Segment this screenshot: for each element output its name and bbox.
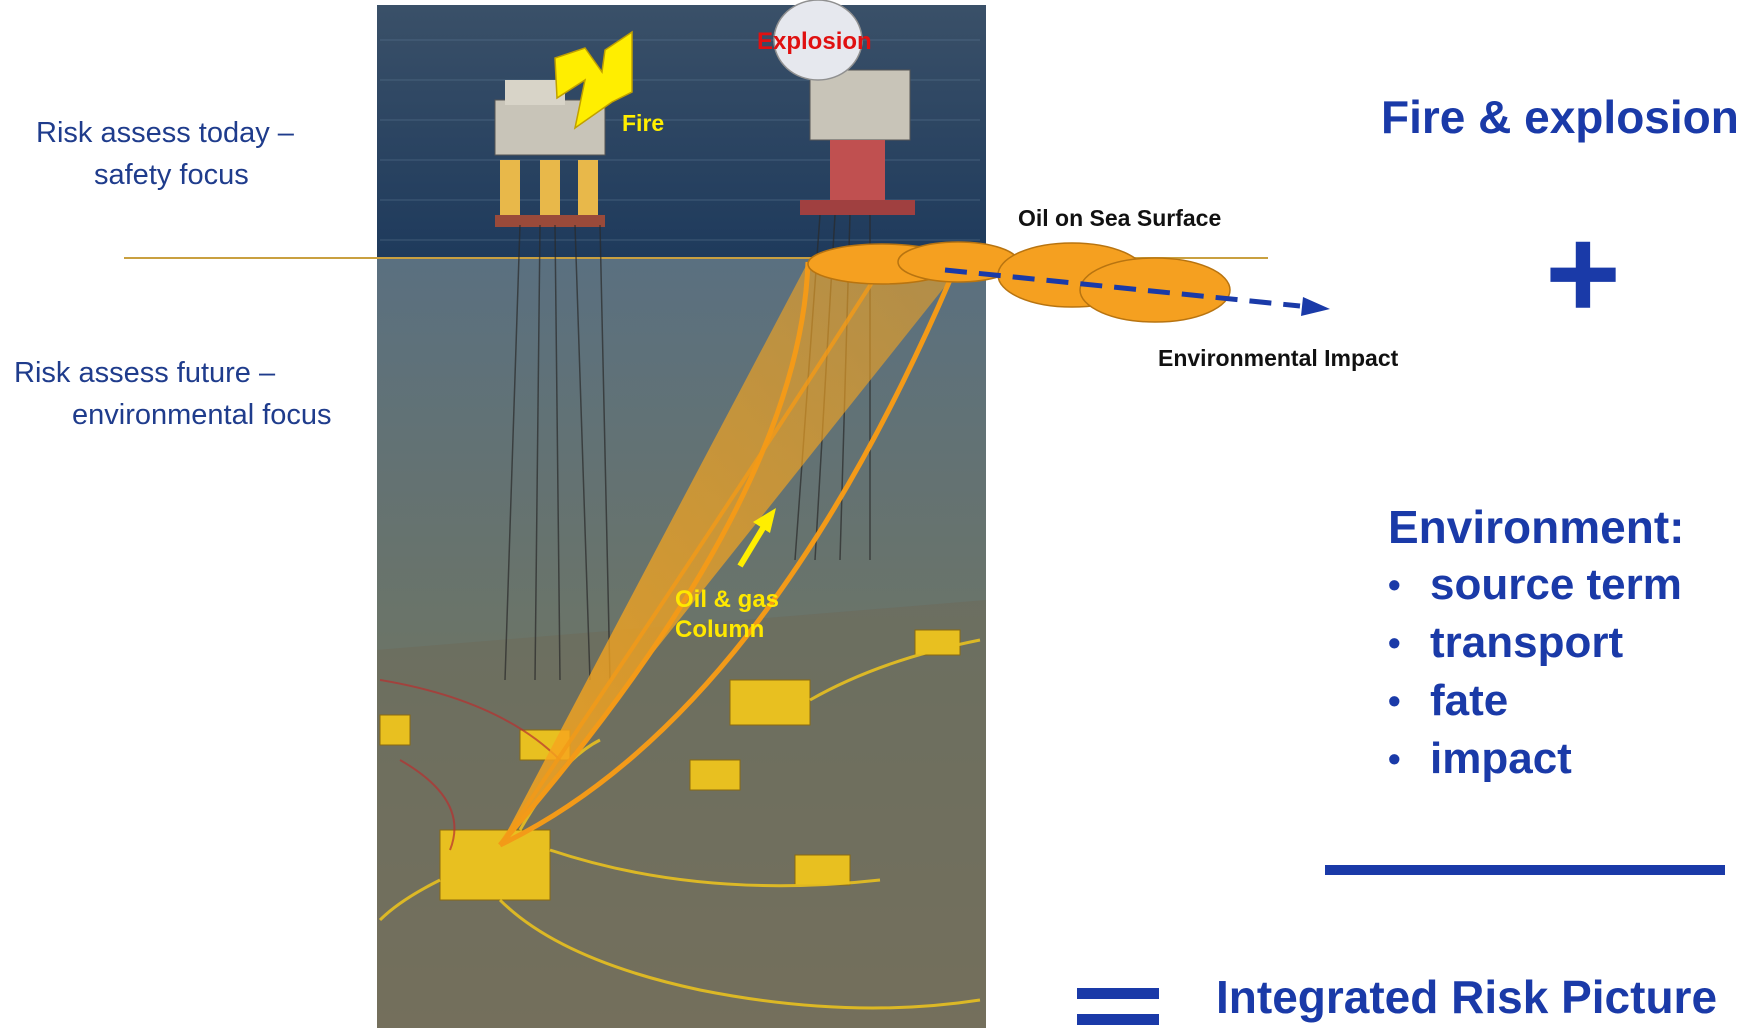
note-today-line1: Risk assess today –	[36, 117, 294, 149]
integrated-risk-heading: Integrated Risk Picture	[1216, 971, 1718, 1023]
note-today-line2: safety focus	[94, 159, 249, 191]
upward-flow-arrow-icon	[737, 508, 776, 568]
fire-explosion-heading: Fire & explosion	[1381, 91, 1739, 143]
list-item: source term	[1388, 556, 1682, 614]
note-future-line1: Risk assess future –	[14, 357, 276, 389]
explosion-label: Explosion	[757, 28, 872, 55]
environment-heading: Environment:	[1388, 501, 1685, 553]
oil-gas-plume	[498, 261, 953, 848]
column-label-line2: Column	[675, 616, 765, 643]
note-future: Risk assess future – environmental focus	[14, 352, 384, 436]
plus-icon: +	[1545, 200, 1621, 346]
fire-arrow-icon	[554, 30, 633, 130]
env-impact-label: Environmental Impact	[1158, 345, 1399, 371]
list-item: fate	[1388, 672, 1682, 730]
explosion-bubble-icon	[773, 0, 863, 81]
environment-list: source term transport fate impact	[1388, 556, 1682, 788]
oil-surface-label: Oil on Sea Surface	[1018, 205, 1222, 231]
sea-photo-panel	[377, 5, 986, 1028]
flowlines	[378, 638, 981, 1010]
right-platform	[800, 69, 915, 215]
column-label: Oil & gas Column	[675, 585, 779, 645]
left-platform	[494, 80, 606, 227]
note-today: Risk assess today – safety focus	[36, 112, 366, 196]
list-item: transport	[1388, 614, 1682, 672]
result-divider	[1325, 865, 1725, 875]
equals-icon	[1077, 988, 1159, 1025]
list-item: impact	[1388, 730, 1682, 788]
fire-label: Fire	[622, 110, 665, 136]
oil-slick	[807, 241, 1231, 323]
column-label-line1: Oil & gas	[675, 586, 780, 613]
transport-dashed-arrow	[944, 267, 1330, 316]
note-future-line2: environmental focus	[72, 399, 332, 431]
